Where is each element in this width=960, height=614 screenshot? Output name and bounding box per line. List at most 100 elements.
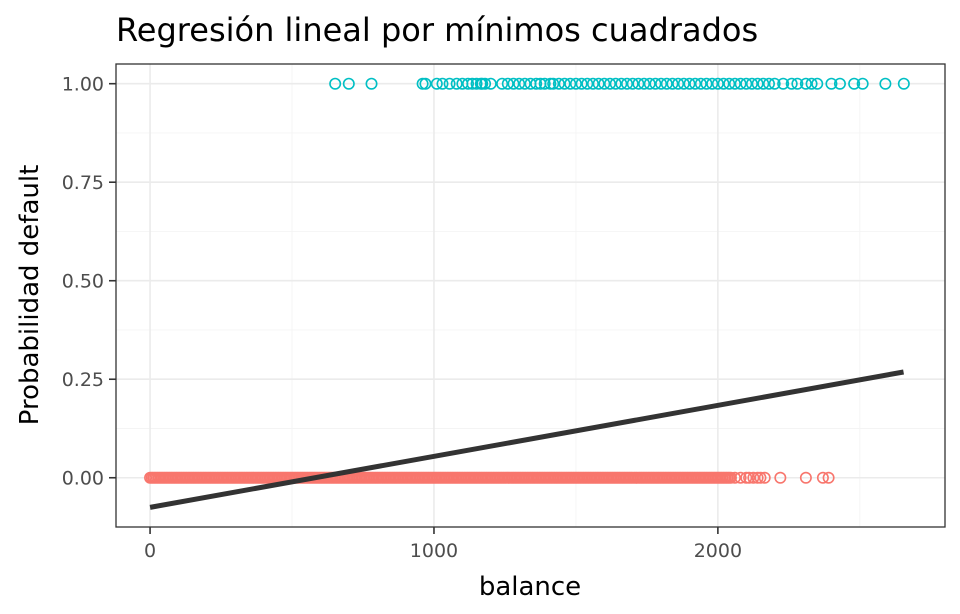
data-point-default-yes [833, 77, 846, 90]
x-tick-label: 0 [144, 540, 156, 562]
data-point-default-yes [598, 77, 611, 90]
data-point-default-yes [777, 77, 790, 90]
data-point-default-yes [655, 77, 668, 90]
data-point-default-yes [530, 77, 543, 90]
x-tick-label: 1000 [410, 540, 458, 562]
data-point-default-yes [581, 77, 594, 90]
data-point-default-no [822, 471, 835, 484]
data-point-default-no [816, 471, 829, 484]
data-point-default-yes [507, 77, 520, 90]
data-point-default-yes [430, 77, 443, 90]
data-point-default-yes [799, 77, 812, 90]
data-point-default-yes [470, 77, 483, 90]
data-point-default-yes [575, 77, 588, 90]
data-point-default-yes [621, 77, 634, 90]
data-point-default-yes [728, 77, 741, 90]
y-tick-label: 0.25 [62, 369, 104, 391]
data-point-default-yes [762, 77, 775, 90]
data-point-default-yes [711, 77, 724, 90]
data-point-default-yes [569, 77, 582, 90]
data-point-default-yes [592, 77, 605, 90]
x-tick-label: 2000 [694, 540, 742, 562]
data-point-default-yes [660, 77, 673, 90]
data-point-default-yes [856, 77, 869, 90]
data-point-default-yes [479, 77, 492, 90]
data-point-default-yes [496, 77, 509, 90]
y-axis-title: Probabilidad default [15, 165, 45, 426]
data-point-default-yes [677, 77, 690, 90]
data-point-default-yes [638, 77, 651, 90]
data-point-default-yes [723, 77, 736, 90]
data-point-default-yes [632, 77, 645, 90]
data-point-default-yes [615, 77, 628, 90]
data-point-default-yes [689, 77, 702, 90]
data-point-default-yes [848, 77, 861, 90]
data-point-default-yes [547, 77, 560, 90]
data-point-default-yes [734, 77, 747, 90]
data-point-default-yes [757, 77, 770, 90]
data-point-default-yes [785, 77, 798, 90]
data-point-default-yes [683, 77, 696, 90]
data-point-default-yes [649, 77, 662, 90]
data-point-default-yes [626, 77, 639, 90]
data-point-default-yes [586, 77, 599, 90]
data-point-default-no [734, 471, 747, 484]
data-point-default-yes [538, 77, 551, 90]
x-axis-title: balance [479, 572, 581, 602]
data-point-default-yes [897, 77, 910, 90]
data-point-default-yes [329, 77, 342, 90]
data-point-default-yes [791, 77, 804, 90]
data-point-default-yes [717, 77, 730, 90]
data-point-default-no [774, 471, 787, 484]
data-point-default-yes [751, 77, 764, 90]
axis-ticks [109, 82, 719, 534]
axis-tick-labels: 0 1000 2000 0.00 0.25 0.50 0.75 1.00 [62, 74, 742, 562]
data-point-default-yes [666, 77, 679, 90]
data-point-default-yes [745, 77, 758, 90]
data-point-default-yes [811, 77, 824, 90]
data-point-default-yes [879, 77, 892, 90]
data-point-default-no [758, 471, 771, 484]
y-tick-label: 1.00 [62, 74, 104, 96]
data-point-default-yes [342, 77, 355, 90]
data-point-default-yes [603, 77, 616, 90]
regression-line-group [149, 369, 904, 510]
chart-title: Regresión lineal por mínimos cuadrados [116, 11, 758, 49]
regression-line [149, 369, 904, 510]
series-default-yes [329, 77, 910, 90]
data-point-default-no [747, 471, 760, 484]
data-point-default-yes [805, 77, 818, 90]
y-tick-label: 0.75 [62, 172, 104, 194]
y-tick-label: 0.50 [62, 271, 104, 293]
data-point-default-yes [484, 77, 497, 90]
data-point-default-yes [825, 77, 838, 90]
data-point-default-yes [564, 77, 577, 90]
data-point-default-no [754, 471, 767, 484]
data-point-default-yes [518, 77, 531, 90]
data-point-default-yes [768, 77, 781, 90]
data-point-default-no [743, 471, 756, 484]
data-point-default-yes [443, 77, 456, 90]
y-tick-label: 0.00 [62, 468, 104, 490]
data-point-default-yes [365, 77, 378, 90]
data-point-default-yes [740, 77, 753, 90]
data-point-default-yes [558, 77, 571, 90]
panel-border [115, 63, 946, 528]
data-point-default-yes [419, 77, 432, 90]
data-point-default-yes [501, 77, 514, 90]
data-point-default-yes [643, 77, 656, 90]
series-default-no [144, 471, 835, 484]
data-point-default-yes [672, 77, 685, 90]
data-point-default-yes [552, 77, 565, 90]
data-point-default-no [799, 471, 812, 484]
data-point-default-yes [513, 77, 526, 90]
data-point-default-no [728, 471, 741, 484]
data-point-default-yes [609, 77, 622, 90]
data-point-default-yes [462, 77, 475, 90]
data-point-default-yes [700, 77, 713, 90]
data-point-default-yes [450, 77, 463, 90]
data-point-default-yes [436, 77, 449, 90]
data-point-default-yes [694, 77, 707, 90]
